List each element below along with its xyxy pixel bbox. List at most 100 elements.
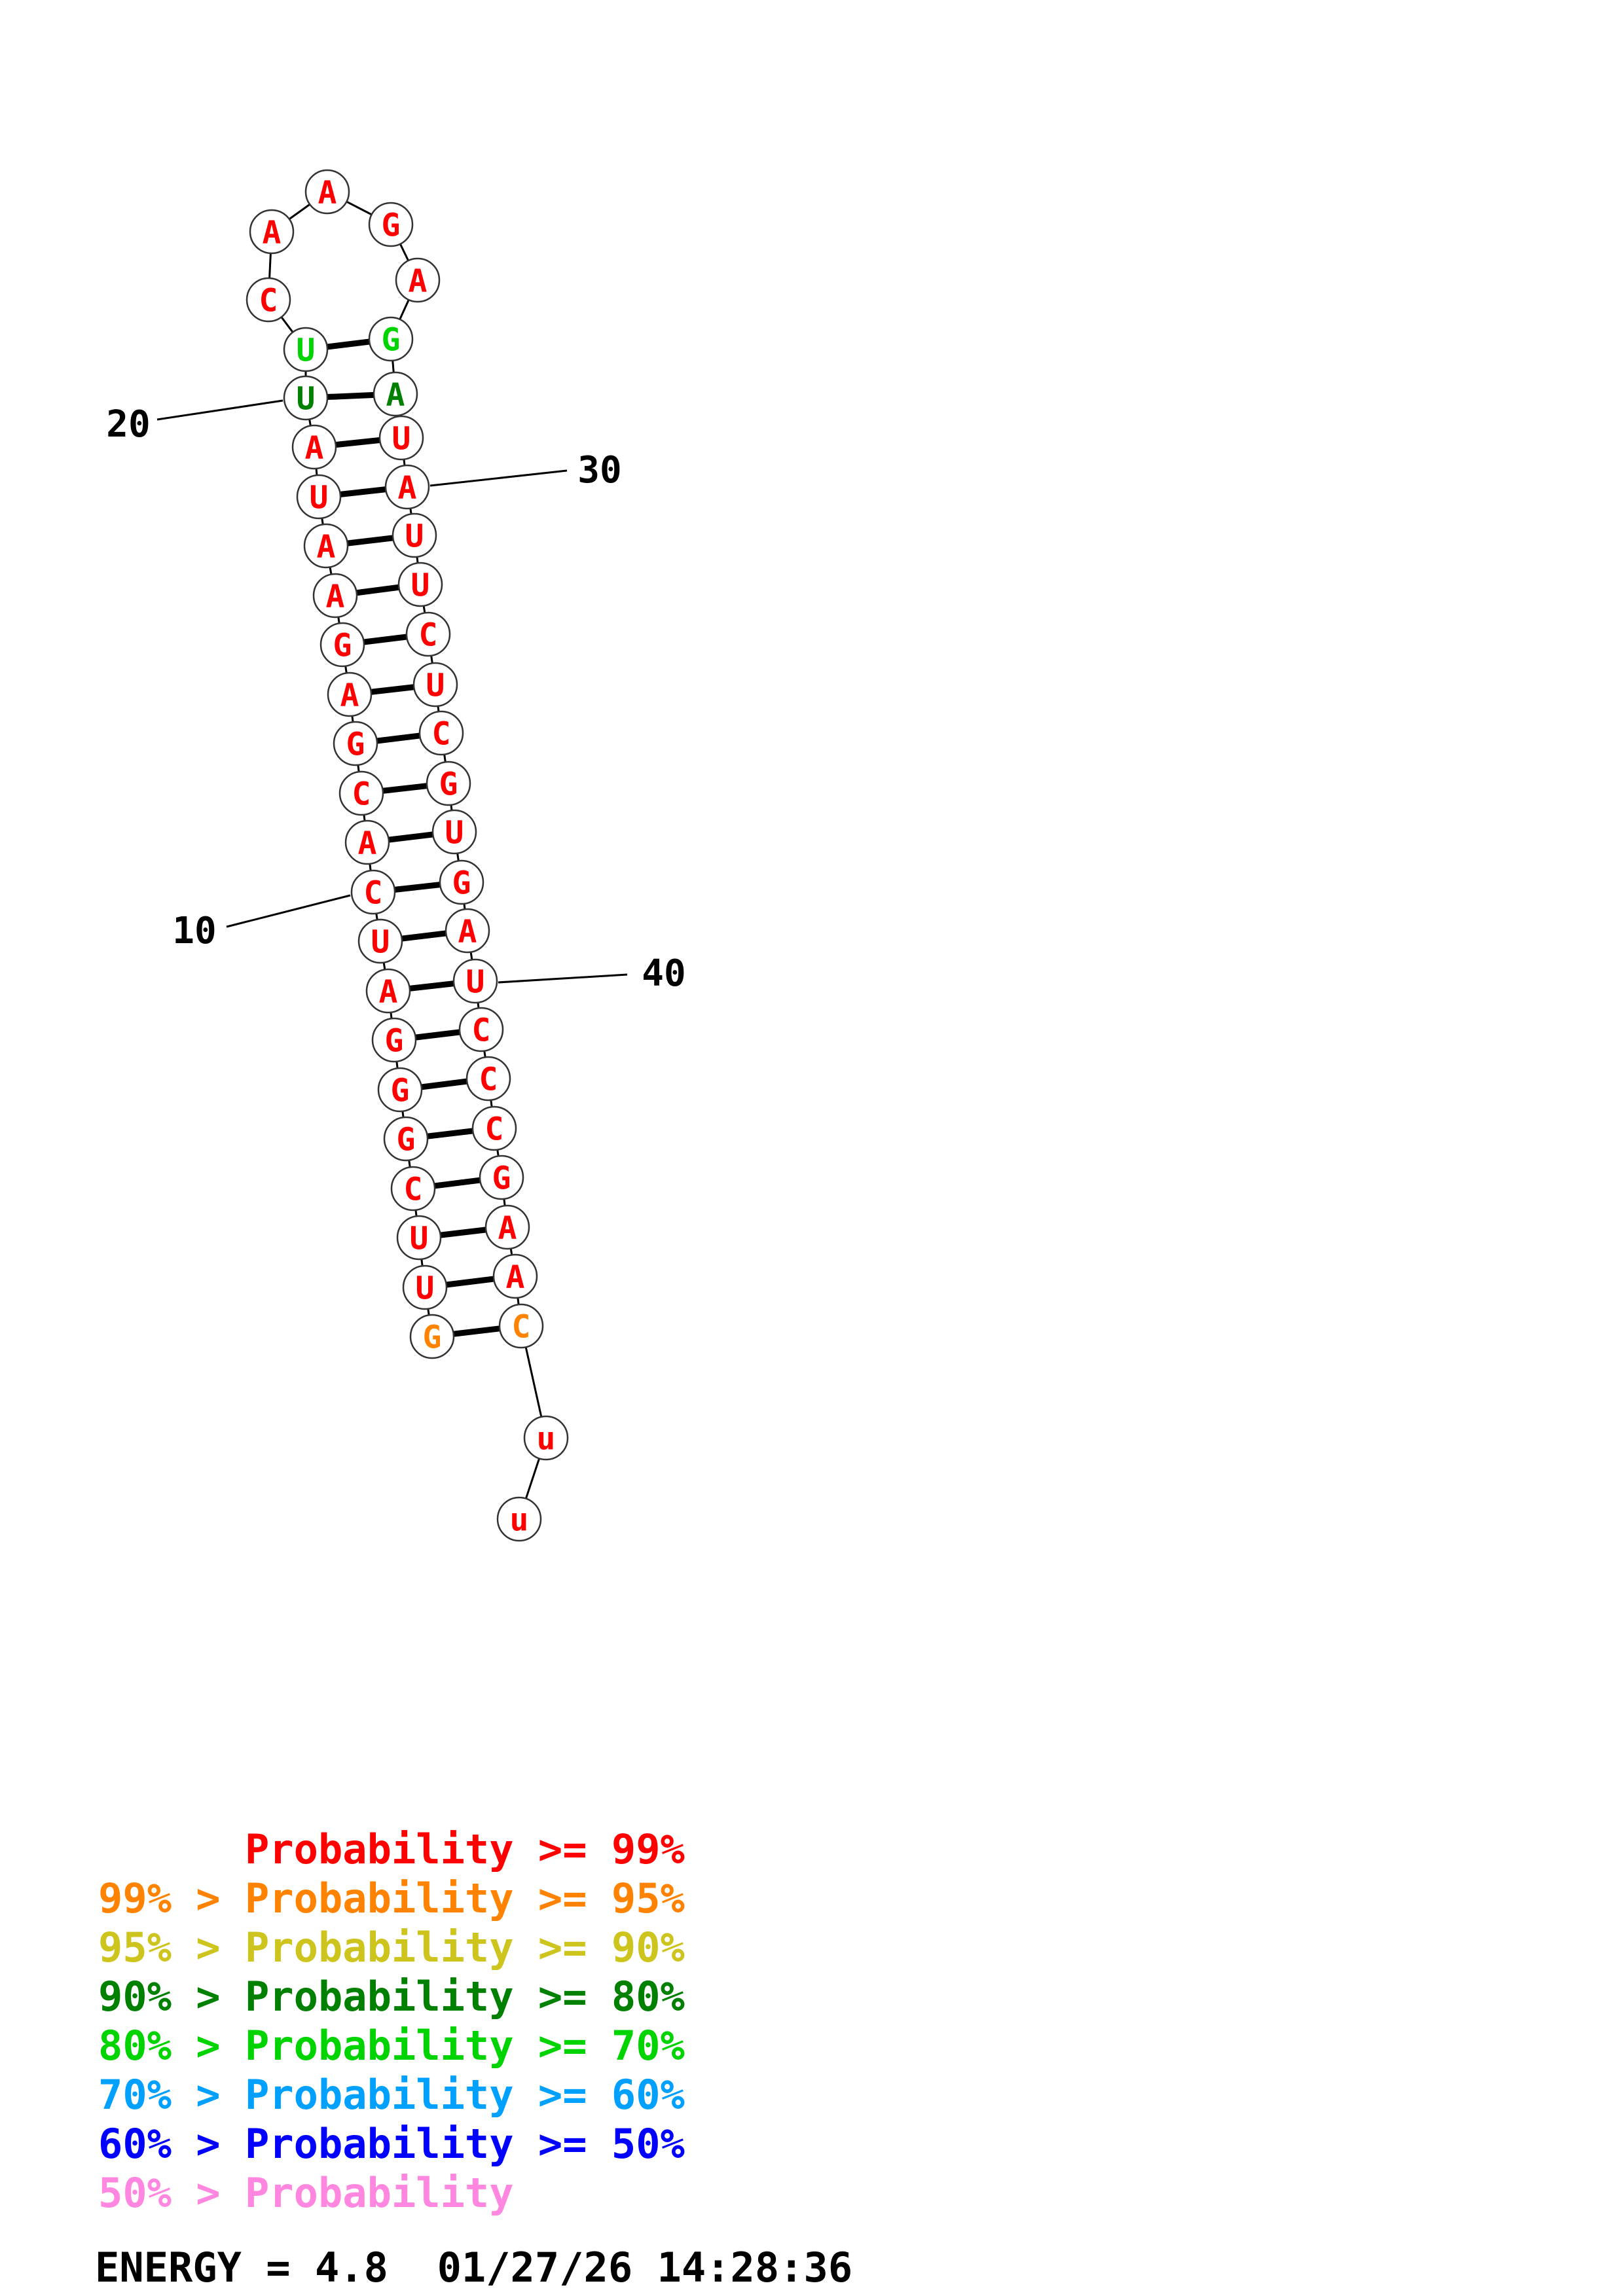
nucleotide-circle: [357, 918, 403, 964]
nucleotide-23-A: A: [249, 209, 295, 255]
nucleotide-circle: [283, 375, 329, 421]
nucleotide-circle: [319, 622, 365, 668]
base-letter: U: [371, 924, 390, 960]
nucleotide-circle: [283, 327, 329, 372]
nucleotide-15-G: G: [319, 622, 365, 668]
position-leader-line-20: [156, 399, 283, 421]
nucleotide-46-A: A: [492, 1253, 538, 1299]
nucleotide-20-U: U: [283, 375, 329, 421]
nucleotide-22-C: C: [246, 277, 291, 323]
nucleotide-circle: [333, 721, 378, 766]
base-letter: U: [445, 814, 464, 851]
nucleotide-circle: [402, 1265, 448, 1310]
base-letter: U: [297, 380, 316, 417]
nucleotide-43-C: C: [471, 1105, 517, 1151]
nucleotide-circle: [396, 1215, 442, 1261]
base-letter: U: [392, 420, 411, 457]
nucleotide-8-A: A: [365, 968, 411, 1014]
nucleotide-circle: [439, 859, 484, 905]
nucleotide-circle: [377, 1067, 423, 1113]
nucleotide-circle: [327, 672, 373, 717]
nucleotide-circle: [496, 1496, 542, 1542]
nucleotide-circle: [523, 1415, 569, 1461]
nucleotide-44-G: G: [479, 1155, 524, 1200]
nucleotide-circle: [492, 1253, 538, 1299]
nucleotide-41-C: C: [458, 1007, 504, 1052]
nucleotide-18-U: U: [296, 474, 342, 520]
legend-line-p80: 90% > Probability >= 80%: [98, 1973, 685, 2020]
nucleotide-circle: [291, 424, 337, 470]
nucleotide-40-U: U: [452, 958, 498, 1004]
base-letter: C: [479, 1061, 498, 1098]
base-letter: U: [405, 518, 424, 554]
base-letter: C: [259, 282, 278, 319]
legend-line-plow: 50% > Probability: [98, 2169, 514, 2217]
nucleotide-circle: [249, 209, 295, 255]
base-letter: C: [472, 1012, 491, 1049]
nucleotide-19-A: A: [291, 424, 337, 470]
nucleotide-circle: [390, 1166, 436, 1211]
nucleotide-31-U: U: [392, 512, 437, 558]
base-letter: A: [263, 214, 282, 251]
nucleotide-circle: [378, 415, 424, 461]
nucleotide-circle: [484, 1204, 530, 1250]
position-label-40: 40: [642, 952, 685, 995]
base-letter: U: [416, 1270, 435, 1306]
base-letter: U: [466, 963, 485, 1000]
nucleotide-48-u: u: [523, 1415, 569, 1461]
nucleotide-circle: [303, 523, 349, 569]
legend-line-p90: 95% > Probability >= 90%: [98, 1924, 685, 1971]
nucleotide-5-G: G: [383, 1116, 429, 1162]
position-label-20: 20: [106, 403, 150, 446]
base-letter: C: [404, 1171, 423, 1208]
base-letter: u: [537, 1420, 556, 1457]
nucleotide-9-U: U: [357, 918, 403, 964]
nucleotide-45-A: A: [484, 1204, 530, 1250]
nucleotide-circle: [445, 908, 490, 954]
nucleotide-33-C: C: [405, 611, 451, 657]
nucleotide-6-G: G: [377, 1067, 423, 1113]
base-letter: A: [326, 578, 345, 615]
nucleotide-2-U: U: [402, 1265, 448, 1310]
nucleotide-circle: [296, 474, 342, 520]
nucleotide-circle: [458, 1007, 504, 1052]
nucleotide-circle: [395, 257, 441, 303]
base-letter: u: [510, 1501, 529, 1538]
nucleotide-circle: [392, 512, 437, 558]
base-letter: G: [439, 766, 458, 802]
base-letter: A: [358, 825, 377, 861]
nucleotide-38-G: G: [439, 859, 484, 905]
nucleotide-circle: [418, 710, 464, 756]
nucleotide-10-C: C: [350, 869, 396, 915]
base-letter: G: [333, 627, 352, 664]
nucleotide-29-U: U: [378, 415, 424, 461]
nucleotide-14-A: A: [327, 672, 373, 717]
nucleotide-7-G: G: [371, 1017, 417, 1063]
nucleotide-11-A: A: [344, 819, 390, 865]
position-label-30: 30: [577, 449, 621, 492]
nucleotide-circle: [412, 662, 458, 708]
nucleotide-12-C: C: [338, 770, 384, 816]
position-leader-line-10: [226, 894, 351, 928]
base-letter: U: [426, 667, 445, 704]
nucleotide-circle: [383, 1116, 429, 1162]
base-letter: G: [346, 726, 365, 762]
nucleotide-42-C: C: [465, 1056, 511, 1102]
nucleotide-47-C: C: [498, 1303, 544, 1349]
legend-line-p99: Probability >= 99%: [98, 1825, 685, 1873]
nucleotide-circle: [465, 1056, 511, 1102]
legend-line-p70: 80% > Probability >= 70%: [98, 2022, 685, 2070]
base-letter: A: [379, 973, 398, 1010]
nucleotide-circle: [368, 202, 414, 247]
nucleotide-circle: [338, 770, 384, 816]
base-letter: U: [411, 567, 430, 603]
nucleotide-circle: [471, 1105, 517, 1151]
nucleotide-circle: [397, 562, 443, 607]
nucleotide-36-G: G: [426, 761, 471, 806]
base-letter: A: [318, 174, 337, 211]
base-letter: C: [364, 874, 383, 911]
nucleotide-32-U: U: [397, 562, 443, 607]
position-leader-line-40: [498, 973, 628, 984]
nucleotide-circle: [246, 277, 291, 323]
base-letter: A: [398, 469, 417, 506]
